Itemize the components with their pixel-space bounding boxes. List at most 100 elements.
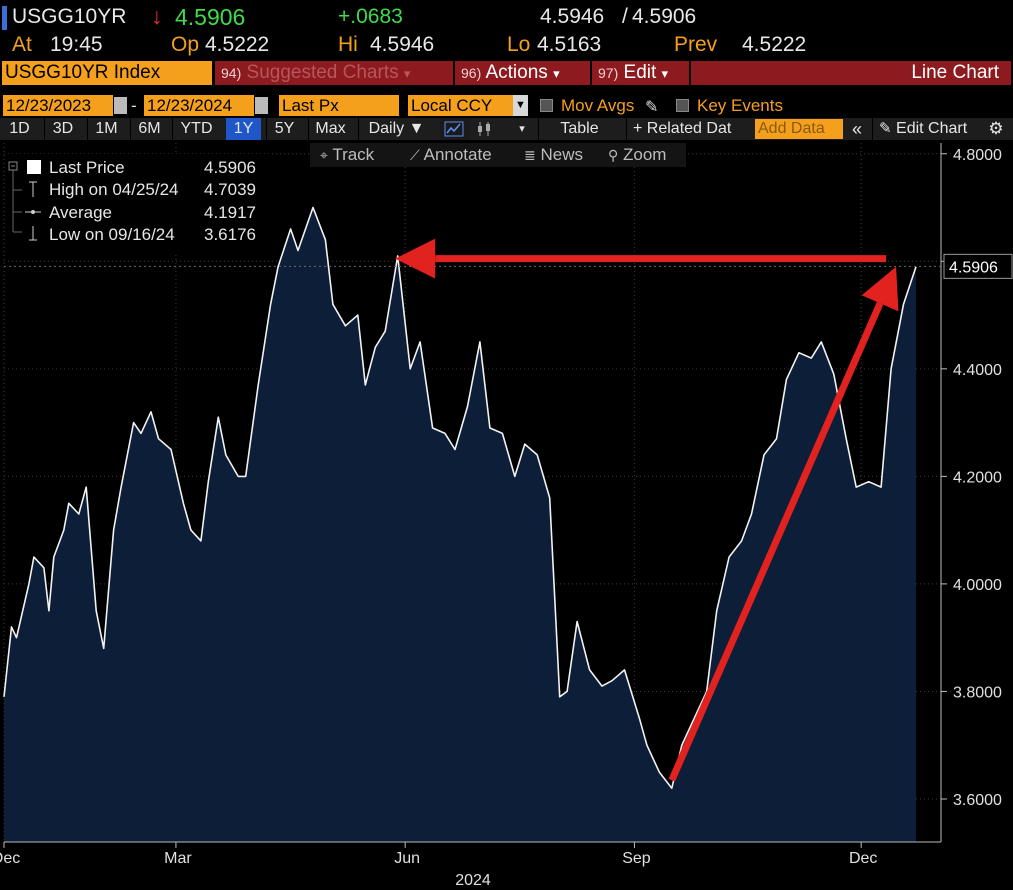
x-tick-label: Dec bbox=[0, 850, 20, 867]
date-dash: - bbox=[131, 96, 137, 115]
actions-label: Actions bbox=[485, 62, 548, 83]
news-tool[interactable]: ≣ News bbox=[524, 143, 583, 167]
calendar-icon[interactable] bbox=[255, 97, 268, 114]
edit-chart-button[interactable]: ✎ Edit Chart bbox=[872, 118, 980, 140]
track-tool[interactable]: ⌖ Track bbox=[320, 143, 374, 167]
candlestick-glyph bbox=[478, 122, 490, 136]
frequency-selector[interactable]: Daily ▼ bbox=[358, 118, 434, 140]
news-label: News bbox=[540, 145, 583, 164]
low-label: Lo bbox=[507, 33, 531, 56]
x-axis-label: 2024 bbox=[455, 872, 491, 889]
x-tick-label: Mar bbox=[164, 850, 192, 867]
actions-caret-icon: ▾ bbox=[553, 66, 560, 81]
annotation-arrow-head bbox=[395, 238, 436, 279]
y-tick-label: 4.2000 bbox=[953, 469, 1002, 486]
index-security-field[interactable]: USGG10YR Index bbox=[2, 61, 212, 85]
table-button[interactable]: Table bbox=[538, 118, 620, 140]
crosshair-icon: ⌖ bbox=[320, 147, 328, 163]
low-value: 4.5163 bbox=[537, 33, 602, 56]
currency-selector[interactable]: Local CCY bbox=[408, 95, 513, 116]
suggested-charts-button[interactable]: 94) Suggested Charts ▾ bbox=[215, 61, 453, 85]
x-tick-label: Dec bbox=[849, 850, 877, 867]
period-5y[interactable]: 5Y bbox=[266, 118, 302, 140]
legend-last-label: Last Price bbox=[49, 158, 125, 177]
period-3d[interactable]: 3D bbox=[44, 118, 81, 140]
end-date-field[interactable]: 12/23/2024 bbox=[144, 95, 254, 116]
chart-type-label[interactable]: Line Chart bbox=[691, 61, 1011, 85]
chart-style-dropdown-icon[interactable]: ▾ bbox=[519, 123, 525, 135]
legend-low-value: 3.6176 bbox=[204, 225, 256, 244]
calendar-icon[interactable] bbox=[114, 97, 127, 114]
last-value-tag: 4.5906 bbox=[4, 253, 1013, 279]
chart-tools-bar bbox=[310, 143, 686, 167]
open-value: 4.5222 bbox=[205, 33, 270, 56]
price-line bbox=[3, 206, 917, 789]
quote-header: USGG10YR ↓ 4.5906 +.0683 4.5946 / 4.5906… bbox=[0, 0, 1013, 60]
annotation-arrow-shaft bbox=[668, 301, 884, 782]
price-area bbox=[4, 207, 916, 842]
x-tick-label: Jun bbox=[394, 850, 420, 867]
period-1y[interactable]: 1Y bbox=[226, 118, 261, 140]
track-label: Track bbox=[332, 145, 375, 164]
add-data-field[interactable]: Add Data bbox=[755, 119, 843, 139]
start-date-field[interactable]: 12/23/2023 bbox=[3, 95, 113, 116]
field-selector[interactable]: Last Px bbox=[279, 95, 399, 116]
at-value: 19:45 bbox=[50, 33, 103, 56]
gear-icon[interactable]: ⚙ bbox=[988, 119, 1004, 138]
y-tick-label: 4.8000 bbox=[953, 147, 1002, 164]
collapse-icon[interactable]: « bbox=[851, 119, 862, 139]
suggested-label: Suggested Charts bbox=[246, 62, 399, 83]
header-marker bbox=[2, 6, 7, 30]
annotate-label: Annotate bbox=[423, 145, 492, 164]
open-label: Op bbox=[171, 33, 200, 56]
ticker: USGG10YR bbox=[12, 5, 127, 28]
bid-ask-separator: / bbox=[622, 5, 628, 28]
zoom-label: Zoom bbox=[623, 145, 667, 164]
high-label: Hi bbox=[338, 33, 358, 56]
mov-avgs-checkbox[interactable] bbox=[540, 99, 553, 112]
candlestick-icon[interactable] bbox=[471, 118, 497, 140]
legend-high-value: 4.7039 bbox=[204, 180, 256, 199]
y-tick-label: 4.4000 bbox=[953, 362, 1002, 379]
period-6m[interactable]: 6M bbox=[130, 118, 168, 140]
at-label: At bbox=[12, 33, 32, 56]
y-axis: 4.80004.60004.40004.20004.00003.80003.60… bbox=[940, 143, 1002, 842]
chevron-down-icon[interactable]: ▼ bbox=[513, 95, 528, 116]
ask-value: 4.5906 bbox=[632, 5, 697, 28]
suggested-caret-icon: ▾ bbox=[403, 66, 411, 81]
suggested-num: 94) bbox=[221, 65, 242, 81]
y-tick-label: 3.6000 bbox=[953, 792, 1002, 809]
period-1d[interactable]: 1D bbox=[9, 120, 30, 137]
period-1m[interactable]: 1M bbox=[87, 118, 125, 140]
actions-button[interactable]: 96) Actions ▾ bbox=[455, 61, 590, 85]
key-events-checkbox[interactable] bbox=[676, 99, 689, 112]
legend-last-value: 4.5906 bbox=[204, 158, 256, 177]
down-arrow-icon: ↓ bbox=[151, 3, 163, 29]
prev-label: Prev bbox=[674, 33, 718, 56]
edit-button[interactable]: 97) Edit ▾ bbox=[592, 61, 689, 85]
edit-num: 97) bbox=[598, 65, 619, 81]
period-max[interactable]: Max bbox=[308, 118, 352, 140]
prev-value: 4.5222 bbox=[742, 33, 807, 56]
related-data-button[interactable]: + Related Dat bbox=[626, 118, 746, 140]
period-ytd[interactable]: YTD bbox=[172, 118, 220, 140]
edit-label: Edit bbox=[623, 62, 657, 83]
legend-tree-lines bbox=[8, 160, 41, 241]
magnifier-icon: ⚲ bbox=[608, 147, 619, 163]
legend-high-label: High on 04/25/24 bbox=[49, 180, 179, 199]
annotate-tool[interactable]: ⟋ Annotate bbox=[410, 143, 492, 167]
legend-average-label: Average bbox=[49, 203, 113, 222]
net-change: +.0683 bbox=[338, 5, 403, 28]
mov-avgs-label[interactable]: Mov Avgs bbox=[561, 96, 635, 115]
x-axis: Dec Mar Jun Sep Dec 2024 bbox=[0, 841, 941, 889]
last-value-text: 4.5906 bbox=[949, 259, 998, 276]
key-events-label[interactable]: Key Events bbox=[697, 96, 783, 115]
high-value: 4.5946 bbox=[370, 33, 435, 56]
legend-average-value: 4.1917 bbox=[204, 203, 256, 222]
line-chart-icon[interactable] bbox=[440, 118, 470, 140]
zoom-tool[interactable]: ⚲ Zoom bbox=[608, 143, 666, 167]
pencil-icon[interactable]: ✎ bbox=[645, 99, 659, 116]
bid-value: 4.5946 bbox=[540, 5, 605, 28]
pencil-icon: ✎ bbox=[879, 120, 892, 137]
